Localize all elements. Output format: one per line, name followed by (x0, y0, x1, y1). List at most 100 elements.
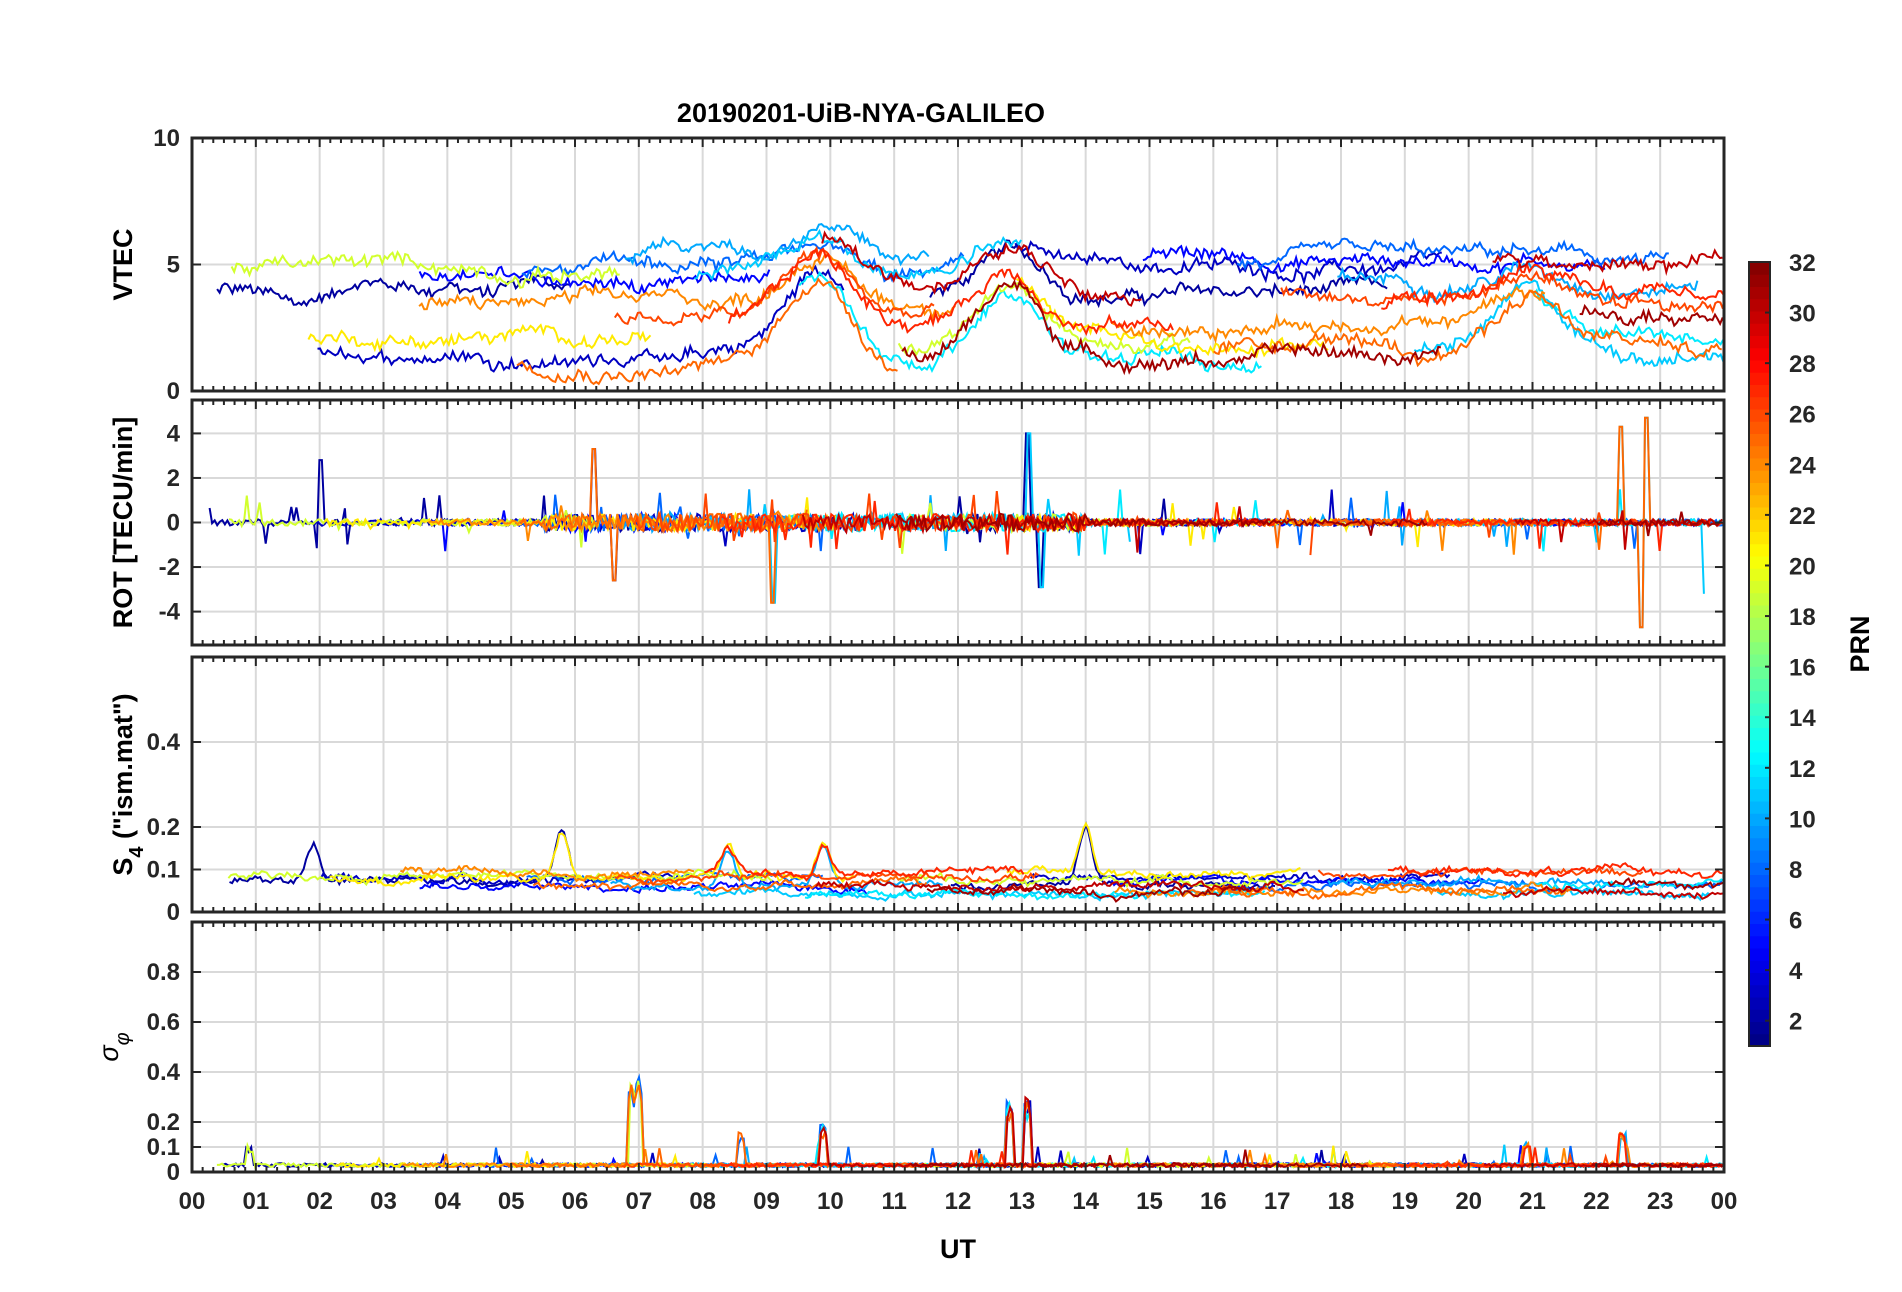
y-axis-label-s4: S4 ("ism.mat") (108, 693, 148, 875)
colorbar-segment (1749, 262, 1770, 275)
colorbar-tick-label: 26 (1789, 402, 1816, 429)
x-tick-label: 03 (370, 1188, 397, 1215)
colorbar-tick-label: 2 (1789, 1009, 1802, 1036)
colorbar-tick-label: 20 (1789, 553, 1816, 580)
x-tick-label: 04 (434, 1188, 461, 1215)
series-prn-19 (230, 250, 620, 289)
colorbar-segment (1749, 298, 1770, 312)
colorbar-tick-label: 10 (1789, 806, 1816, 833)
colorbar-segment (1749, 580, 1770, 594)
colorbar-tick-label: 28 (1789, 351, 1816, 378)
series-group (216, 223, 1724, 386)
x-tick-label: 21 (1519, 1188, 1546, 1215)
y-tick-label: 0.2 (147, 1109, 180, 1136)
x-tick-label: 07 (625, 1188, 652, 1215)
colorbar-segment (1749, 1021, 1770, 1035)
colorbar-segment (1749, 862, 1770, 875)
y-tick-label: -2 (159, 554, 180, 581)
y-tick-label: 0.6 (147, 1009, 180, 1036)
series-prn-19 (899, 870, 1304, 889)
panel-rot: -4 -2 0 2 4 ROT [TECU/min] (108, 398, 1726, 647)
colorbar-segment (1749, 678, 1770, 692)
series-prn-31 (1591, 1161, 1724, 1168)
colorbar-segment (1749, 335, 1770, 349)
series-prn-21 (1006, 821, 1301, 882)
colorbar-segment (1749, 617, 1770, 630)
colorbar-segment (1749, 556, 1770, 569)
colorbar-segment (1749, 421, 1770, 434)
x-tick-label: 12 (945, 1188, 972, 1215)
y-tick-label: 0.8 (147, 959, 180, 986)
colorbar-segment (1749, 274, 1770, 287)
series-prn-19 (897, 281, 1191, 357)
x-tick-label: 15 (1136, 1188, 1163, 1215)
colorbar-segment (1749, 531, 1770, 545)
x-tick-label: 05 (498, 1188, 525, 1215)
series-prn-25 (516, 277, 898, 386)
x-tick-label: 08 (689, 1188, 716, 1215)
y-axis-label-rot: ROT [TECU/min] (108, 417, 138, 628)
colorbar-tick-label: 6 (1789, 908, 1802, 935)
colorbar-segment (1749, 813, 1770, 826)
series-prn-26 (1309, 512, 1679, 556)
y-tick-label: 0.1 (147, 1134, 180, 1161)
colorbar-segment (1749, 654, 1770, 667)
series-prn-31 (1579, 303, 1724, 328)
series-prn-30 (821, 230, 1142, 307)
colorbar-segment (1749, 997, 1770, 1010)
colorbar-segment (1749, 592, 1770, 606)
y-tick-label: 0.1 (147, 857, 180, 884)
y-tick-label: 0 (167, 899, 180, 926)
x-tick-label: 11 (881, 1188, 906, 1215)
series-prn-27 (704, 843, 1025, 882)
colorbar-segment (1749, 543, 1770, 557)
colorbar-segment (1749, 409, 1770, 422)
y-tick-label: 0 (167, 378, 180, 405)
colorbar-segment (1749, 837, 1770, 851)
series-prn-31 (926, 882, 1249, 903)
series-prn-24 (418, 253, 956, 322)
colorbar-segment (1749, 396, 1770, 410)
x-tick-label: 23 (1647, 1188, 1674, 1215)
colorbar-segment (1749, 323, 1770, 336)
colorbar-segment (1749, 605, 1770, 618)
x-tick-label: 14 (1072, 1188, 1099, 1215)
y-tick-label: 0.2 (147, 814, 180, 841)
series-prn-30 (1514, 510, 1723, 550)
y-tick-label: -4 (159, 599, 181, 626)
series-prn-3 (317, 264, 845, 373)
colorbar-segment (1749, 960, 1770, 973)
series-prn-31 (895, 512, 1428, 536)
colorbar-segment (1749, 666, 1770, 679)
series-prn-12 (1533, 288, 1724, 346)
colorbar-tick-label: 12 (1789, 756, 1816, 783)
x-tick-label: 22 (1583, 1188, 1610, 1215)
colorbar-segment (1749, 482, 1770, 496)
series-prn-24 (1110, 285, 1546, 344)
colorbar-segment (1749, 948, 1770, 961)
chart-title: 20190201-UiB-NYA-GALILEO (677, 98, 1045, 128)
series-prn-11 (694, 228, 1022, 282)
y-tick-label: 0 (167, 1159, 180, 1186)
x-tick-label: 06 (562, 1188, 589, 1215)
colorbar-segment (1749, 850, 1770, 863)
series-prn-27 (727, 247, 1174, 336)
x-tick-label: 20 (1455, 1188, 1482, 1215)
colorbar-tick-label: 32 (1789, 250, 1816, 277)
panel-vtec: 0 5 10 VTEC (108, 125, 1726, 405)
series-group (208, 416, 1724, 629)
colorbar-tick-label: 14 (1789, 705, 1816, 732)
series-prn-25 (1212, 289, 1723, 368)
colorbar-segment (1749, 984, 1770, 998)
colorbar-frame (1748, 261, 1771, 1047)
y-tick-label: 0.4 (147, 729, 181, 756)
colorbar-segment (1749, 886, 1770, 900)
colorbar-segment (1749, 1033, 1770, 1047)
y-tick-label: 4 (167, 420, 181, 447)
series-prn-11 (1436, 887, 1712, 902)
colorbar-segment (1749, 825, 1770, 839)
colorbar-segment (1749, 311, 1770, 324)
colorbar-label: PRN (1845, 615, 1875, 672)
colorbar-segment (1749, 764, 1770, 777)
